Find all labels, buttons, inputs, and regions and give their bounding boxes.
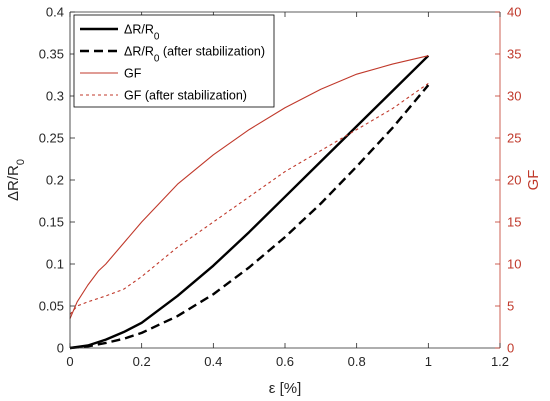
x-tick-label: 0.8 (348, 354, 366, 369)
y-right-tick-label: 15 (507, 215, 521, 230)
y-axis-left-title-subscript: 0 (15, 159, 27, 165)
y-axis-right-title: GF (525, 170, 542, 191)
y-right-tick-label: 5 (507, 299, 514, 314)
y-right-tick-label: 0 (507, 341, 514, 356)
legend-label-gf-main: GF (124, 67, 142, 81)
legend-label-gf-stab: GF (after stabilization) (124, 89, 247, 103)
y-axis-left-title-main: ΔR/R (5, 165, 22, 201)
x-tick-label: 1 (425, 354, 432, 369)
legend-label-dr-stab-subscript: 0 (154, 53, 160, 64)
y-left-tick-label: 0.4 (46, 5, 64, 20)
y-left-tick-label: 0.35 (39, 47, 64, 62)
series-line-3 (69, 82, 429, 315)
y-right-tick-label: 35 (507, 47, 521, 62)
y-axis-left-title: ΔR/R0 (5, 159, 27, 201)
legend-label-dr-subscript: 0 (154, 31, 160, 42)
y-right-tick-label: 25 (507, 131, 521, 146)
axes-layer: 0 0.2 0.4 0.6 0.8 1 1.200.050.10.150.20.250.30… (39, 5, 522, 370)
y-left-tick-label: 0.05 (39, 299, 64, 314)
x-axis-title: ε [%] (269, 380, 302, 397)
legend-label-dr-stab: ΔR/R0 (after stabilization) (124, 45, 265, 65)
y-right-tick-label: 10 (507, 257, 521, 272)
series-layer (69, 54, 430, 350)
y-left-tick-label: 0.3 (46, 89, 64, 104)
legend-label-dr-stab-main: ΔR/R (124, 45, 154, 59)
x-tick-label: 0.2 (133, 354, 151, 369)
y-right-tick-label: 40 (507, 5, 521, 20)
y-left-tick-label: 0.1 (46, 257, 64, 272)
x-tick-label: 0 (66, 354, 73, 369)
legend: ΔR/R0 ΔR/R0 (after stabilization) GF GF … (73, 14, 275, 108)
x-tick-label: 1.2 (491, 354, 509, 369)
x-tick-label: 0.4 (204, 354, 222, 369)
legend-box (73, 14, 275, 108)
legend-label-dr-stab-suffix: (after stabilization) (159, 45, 265, 59)
y-left-tick-label: 0.2 (46, 173, 64, 188)
series-line-2 (69, 55, 429, 319)
legend-label-dr: ΔR/R0 (124, 23, 160, 43)
y-left-tick-label: 0.25 (39, 131, 64, 146)
legend-label-gf: GF (124, 67, 142, 81)
y-right-tick-label: 20 (507, 173, 521, 188)
x-tick-label: 0.6 (276, 354, 294, 369)
y-left-tick-label: 0.15 (39, 215, 64, 230)
series-line-1 (69, 84, 430, 350)
legend-label-gf-stab-main: GF (after stabilization) (124, 89, 247, 103)
legend-label-dr-main: ΔR/R (124, 23, 154, 37)
series-line-0 (69, 54, 430, 350)
y-left-tick-label: 0 (57, 341, 64, 356)
y-right-tick-label: 30 (507, 89, 521, 104)
